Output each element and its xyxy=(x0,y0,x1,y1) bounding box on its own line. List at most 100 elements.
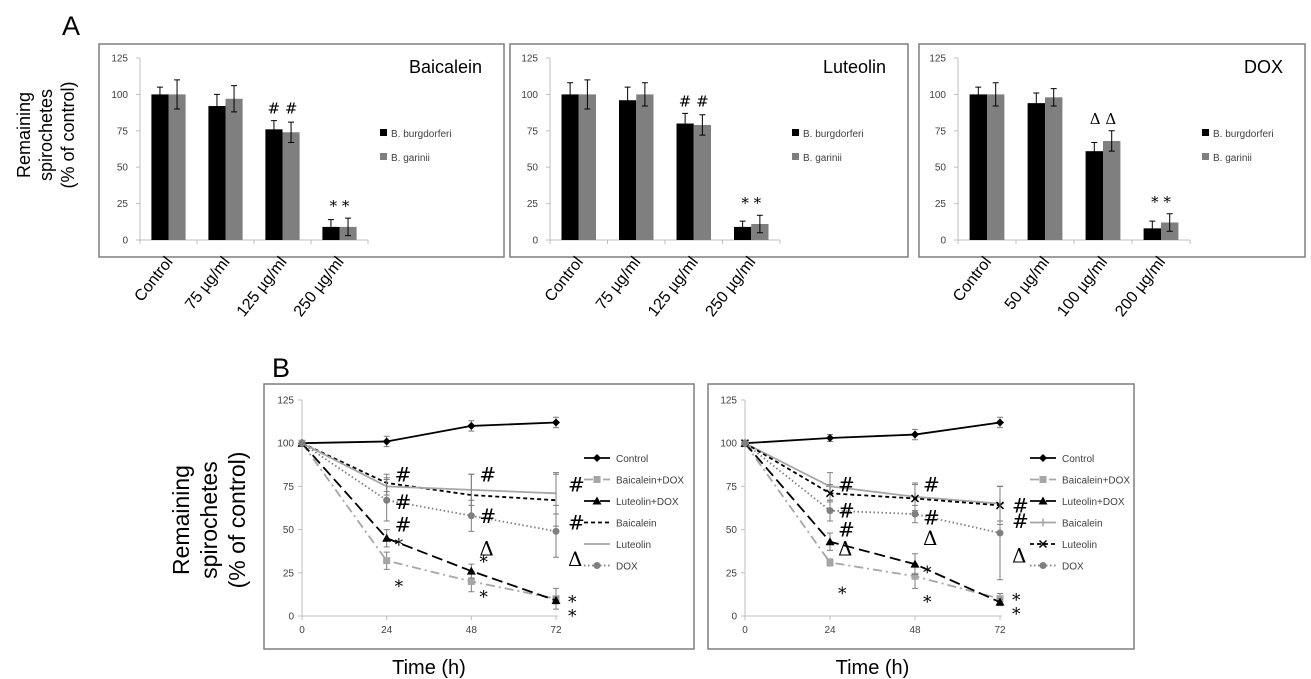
significance-mark: * xyxy=(395,577,404,597)
x-tick-label: 48 xyxy=(909,625,921,636)
error-bar xyxy=(1033,92,1040,114)
series-line xyxy=(301,442,557,533)
significance-mark: * xyxy=(1012,591,1021,611)
data-point xyxy=(466,566,476,575)
significance-mark: # xyxy=(1012,509,1029,533)
error-bar xyxy=(345,217,352,237)
error-bar xyxy=(231,85,238,113)
data-point xyxy=(552,527,560,535)
x-category-label: 75 µg/ml xyxy=(182,254,233,313)
panel-b-y-axis-label-line3: (% of control) xyxy=(224,452,250,589)
data-point xyxy=(996,529,1004,537)
y-tick-label: 125 xyxy=(277,396,294,407)
error-bar xyxy=(699,114,706,136)
significance-mark: # xyxy=(479,462,496,486)
error-bar xyxy=(992,82,999,107)
legend-swatch xyxy=(1202,129,1209,136)
legend-label: Baicalein+DOX xyxy=(616,476,684,487)
bar xyxy=(208,106,226,240)
error-bar xyxy=(270,120,277,139)
data-point xyxy=(467,512,475,520)
x-tick-label: 48 xyxy=(466,625,478,636)
y-tick-label: 100 xyxy=(521,90,538,101)
bar xyxy=(151,94,169,241)
data-point xyxy=(1038,496,1048,505)
x-category-label: 125 µg/ml xyxy=(234,254,291,320)
significance-mark: * xyxy=(479,553,488,573)
bar-chart-baicalein: 0 25 50 75 100 125 # # * * Control 75 µg/ml 125 µg… xyxy=(98,43,505,320)
panel-a-y-axis-label-line2: spirochetes xyxy=(36,89,56,181)
x-tick-label: 24 xyxy=(381,625,393,636)
x-category-label: 250 µg/ml xyxy=(291,254,348,320)
data-point xyxy=(298,439,306,447)
bar xyxy=(1085,151,1103,240)
y-tick-label: 25 xyxy=(117,199,129,210)
significance-mark: # xyxy=(923,473,940,497)
panel-a-y-axis-label-line1: Remaining xyxy=(14,92,34,178)
data-point xyxy=(467,577,475,585)
error-bar xyxy=(1149,220,1156,237)
data-point xyxy=(552,418,560,427)
error-bar xyxy=(1091,141,1098,161)
series-line xyxy=(744,442,1001,505)
significance-mark: Δ xyxy=(838,537,852,561)
panel-label-a: A xyxy=(62,11,80,41)
data-point xyxy=(910,559,920,568)
error-bar xyxy=(1050,88,1057,107)
significance-mark: Δ xyxy=(568,547,582,571)
x-category-label: Control xyxy=(542,254,587,305)
y-tick-label: 75 xyxy=(527,126,539,137)
data-point xyxy=(1039,476,1047,483)
y-tick-label: 125 xyxy=(720,396,737,407)
significance-mark: # # xyxy=(268,100,298,118)
significance-mark: # xyxy=(923,506,940,530)
y-tick-label: 75 xyxy=(935,126,947,137)
error-bar xyxy=(975,86,982,103)
panel-label-b: B xyxy=(272,353,290,383)
series-line xyxy=(744,442,1001,603)
bar xyxy=(1103,140,1121,240)
chart-title: Luteolin xyxy=(823,57,886,77)
significance-mark: # xyxy=(395,490,412,514)
y-tick-label: 25 xyxy=(527,199,539,210)
significance-mark: * xyxy=(923,563,932,583)
legend-label: Luteolin+DOX xyxy=(1062,497,1125,508)
y-tick-label: 75 xyxy=(283,482,295,493)
error-bar xyxy=(1108,130,1115,152)
bar xyxy=(969,94,987,241)
significance-mark: # xyxy=(838,473,855,497)
significance-mark: # xyxy=(568,511,585,535)
y-tick-label: 100 xyxy=(929,90,946,101)
bar xyxy=(225,98,243,240)
data-point xyxy=(911,572,919,580)
significance-mark: Δ Δ xyxy=(1090,110,1117,128)
x-category-label: Control xyxy=(950,254,995,305)
legend-swatch xyxy=(1202,153,1209,160)
y-tick-label: 100 xyxy=(720,439,737,450)
data-point xyxy=(383,557,391,565)
series-line xyxy=(744,442,1001,507)
data-point xyxy=(551,595,561,604)
significance-mark: * xyxy=(479,587,488,607)
legend-swatch xyxy=(792,129,799,136)
significance-mark: # xyxy=(479,504,496,528)
legend-label: DOX xyxy=(616,562,638,573)
bar xyxy=(734,226,752,240)
y-tick-label: 75 xyxy=(726,482,738,493)
series-line xyxy=(744,442,1001,534)
x-category-label: 75 µg/ml xyxy=(593,254,644,313)
data-point xyxy=(911,510,919,518)
significance-mark: * xyxy=(1012,605,1021,625)
chart-title: DOX xyxy=(1244,57,1283,77)
data-point xyxy=(1039,562,1047,569)
x-category-label: 125 µg/ml xyxy=(645,254,702,320)
legend-label: Luteolin xyxy=(1062,540,1097,551)
data-point xyxy=(995,597,1005,606)
data-point xyxy=(825,537,835,546)
y-tick-label: 50 xyxy=(117,163,129,174)
y-tick-label: 25 xyxy=(283,568,295,579)
y-tick-label: 50 xyxy=(283,525,295,536)
x-category-label: 200 µg/ml xyxy=(1112,254,1169,320)
data-point xyxy=(996,418,1004,427)
